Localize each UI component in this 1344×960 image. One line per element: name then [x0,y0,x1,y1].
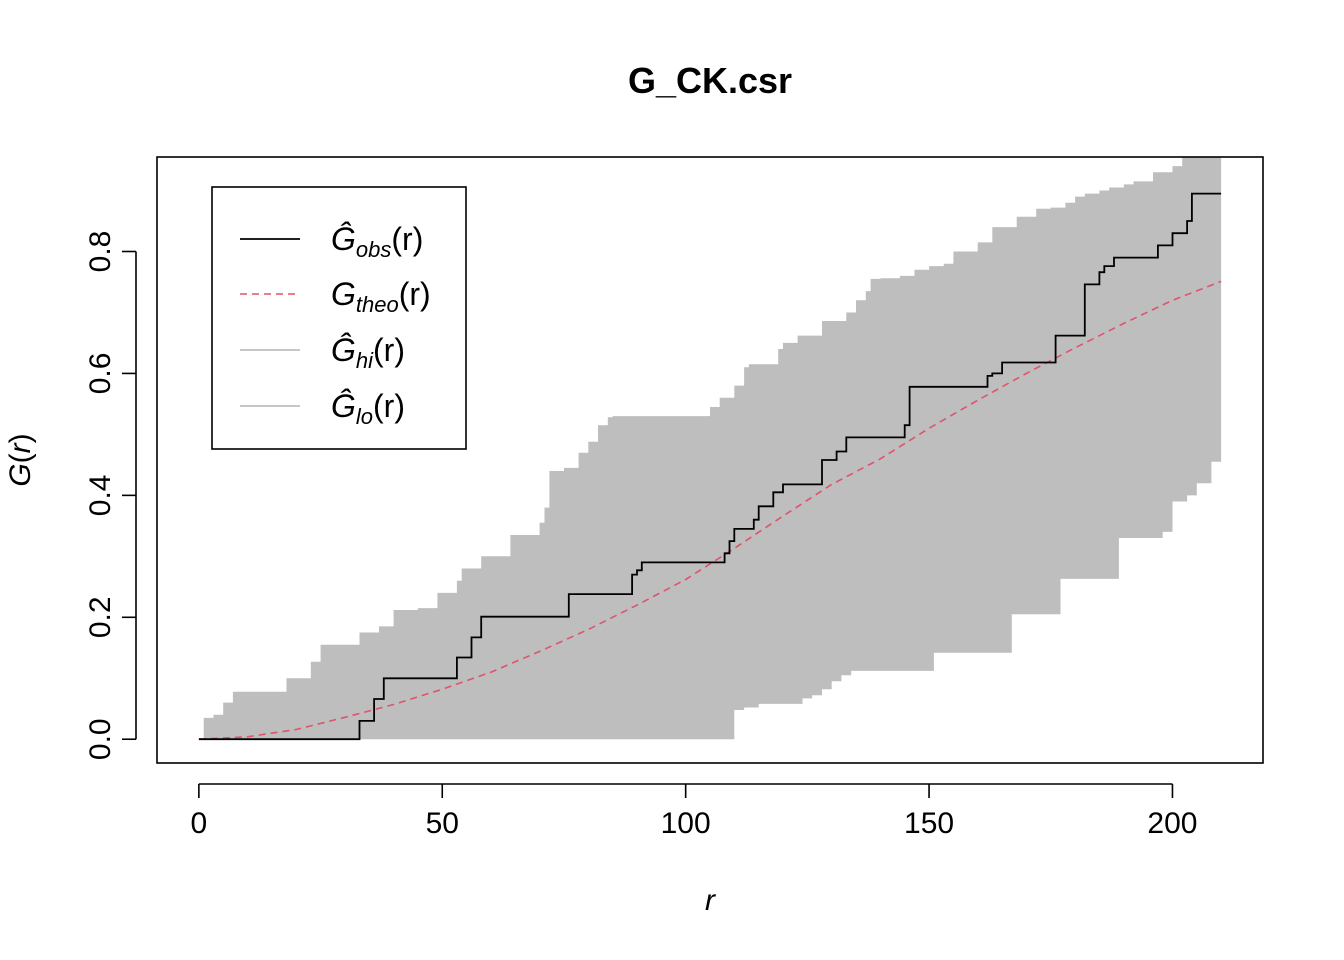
legend-label-theo: Gtheo(r) [331,276,431,317]
x-tick-label: 200 [1147,807,1197,840]
y-axis-label: G(r) [4,433,37,486]
y-tick-label: 0.0 [84,718,117,760]
y-tick-label: 0.4 [84,475,117,517]
x-axis: 0 50 100 150 200 [191,783,1197,840]
series-theo-line [198,280,1222,740]
y-tick-label: 0.6 [84,353,117,395]
y-tick-label: 0.8 [84,231,117,273]
legend: Ĝobs(r) Gtheo(r) Ĝhi(r) Ĝlo(r) [211,186,467,450]
plot-frame [156,156,1264,764]
svg-text:G(r): G(r) [4,433,37,486]
y-tick-label: 0.2 [84,596,117,638]
legend-label-lo: Ĝlo(r) [331,388,405,429]
x-tick-label: 150 [904,807,954,840]
chart-title: G_CK.csr [628,60,792,101]
x-tick-label: 100 [661,807,711,840]
x-tick-label: 50 [426,807,459,840]
plot-area [198,157,1222,741]
legend-label-obs: Ĝobs(r) [331,221,423,262]
x-axis-label: r [705,884,716,917]
legend-label-hi: Ĝhi(r) [331,332,405,373]
series-obs-line [198,192,1222,741]
envelope-band [198,157,1222,740]
y-axis: 0.0 0.2 0.4 0.6 0.8 [84,231,137,760]
x-tick-label: 0 [191,807,208,840]
